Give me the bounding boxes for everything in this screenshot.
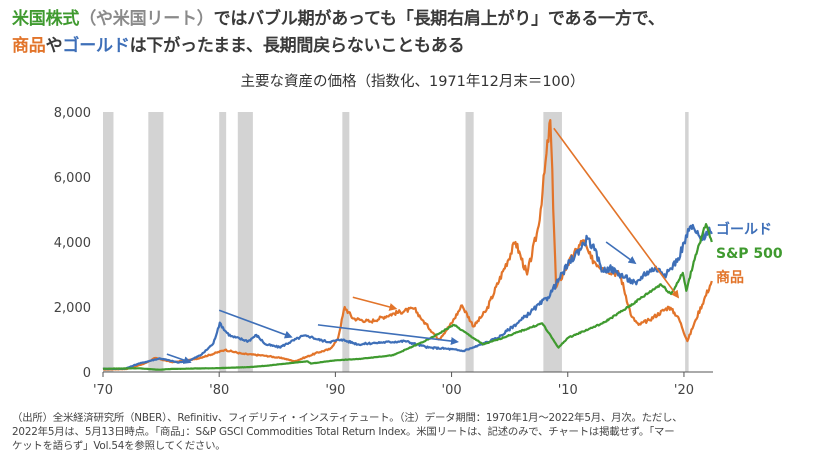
recession-bands — [103, 112, 689, 372]
y-tick-label: 4,000 — [54, 236, 91, 251]
headline-us-stocks: 米国株式 — [12, 9, 80, 29]
legend-label-commodity: 商品 — [716, 269, 744, 286]
headline-line-2: 商品やゴールドは下がったまま、長期間戻らないこともある — [12, 33, 812, 60]
y-tick-label: 2,000 — [54, 301, 91, 316]
headline: 米国株式（や米国リート）ではバブル期があっても「長期右肩上がり」である一方で、 … — [12, 6, 812, 60]
headline-us-reit: （や米国リート） — [79, 9, 214, 29]
y-tick-label: 6,000 — [54, 171, 91, 186]
series-line-commodity — [102, 119, 713, 371]
axes: 0 2,000 4,000 6,000 8,000 '70 '80 '90 '00 '10 '20 — [54, 106, 713, 398]
headline-ya: や — [45, 36, 63, 56]
recession-band — [237, 112, 253, 372]
annotation-arrow — [166, 353, 192, 364]
footnote: （出所）全米経済研究所（NBER）、Refinitiv、フィデリティ・インスティ… — [12, 411, 817, 454]
footnote-line-1: （出所）全米経済研究所（NBER）、Refinitiv、フィデリティ・インスティ… — [12, 412, 683, 424]
chart-title: 主要な資産の価格（指数化、1971年12月末＝100） — [240, 74, 585, 90]
annotation-arrow — [317, 324, 459, 345]
x-tick-label: '10 — [558, 383, 578, 398]
headline-commodity: 商品 — [12, 36, 46, 56]
x-tick-label: '00 — [442, 383, 462, 398]
x-tick-label: '90 — [325, 383, 345, 398]
recession-band — [103, 112, 114, 372]
annotation-arrow — [605, 241, 637, 265]
annotation-arrows — [166, 127, 680, 364]
headline-line1-rest: ではバブル期があっても「長期右肩上がり」である一方で、 — [213, 9, 665, 29]
y-tick-label: 0 — [83, 366, 91, 381]
series-line-sp500 — [102, 223, 713, 371]
x-tick-label: '70 — [93, 383, 113, 398]
recession-band — [342, 112, 350, 372]
recession-band — [219, 112, 227, 372]
x-tick-label: '80 — [209, 383, 229, 398]
recession-band — [148, 112, 164, 372]
x-tick-label: '20 — [674, 383, 694, 398]
recession-band — [465, 112, 474, 372]
footnote-line-3: ケットを語らず」Vol.54を参照してください。 — [12, 440, 226, 453]
recession-band — [543, 112, 562, 372]
annotation-arrow — [553, 127, 680, 299]
legend-label-gold: ゴールド — [716, 221, 772, 238]
legend-label-sp500: S&P 500 — [716, 246, 783, 262]
headline-gold: ゴールド — [62, 36, 130, 56]
y-tick-label: 8,000 — [54, 106, 91, 121]
annotation-arrow — [352, 296, 398, 311]
recession-band — [685, 112, 689, 372]
annotation-arrow — [218, 309, 293, 339]
series-lines — [102, 119, 713, 371]
headline-line2-rest: は下がったまま、長期間戻らないこともある — [129, 36, 465, 56]
legend: ゴールド S&P 500 商品 — [716, 221, 783, 286]
footnote-line-2: 2022年5月は、5月13日時点。「商品」：S&P GSCI Commoditi… — [12, 426, 675, 439]
headline-line-1: 米国株式（や米国リート）ではバブル期があっても「長期右肩上がり」である一方で、 — [12, 6, 812, 33]
series-line-gold — [102, 223, 713, 371]
